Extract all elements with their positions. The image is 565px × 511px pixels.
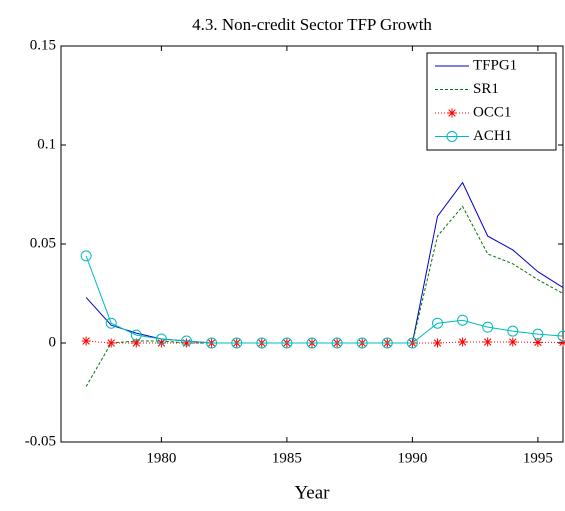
marker	[80, 250, 92, 262]
marker	[381, 337, 393, 349]
marker	[231, 337, 243, 349]
marker	[106, 338, 116, 348]
x-axis-label: Year	[294, 482, 330, 503]
marker	[130, 329, 142, 341]
marker	[433, 338, 442, 348]
legend-label: TFPG1	[473, 57, 517, 73]
marker	[156, 338, 166, 348]
x-tick-label: 1980	[146, 450, 176, 466]
marker	[181, 335, 192, 347]
marker	[557, 330, 565, 342]
chart-title: 4.3. Non-credit Sector TFP Growth	[192, 15, 432, 34]
marker	[256, 337, 268, 349]
marker	[206, 337, 218, 349]
series-line	[85, 255, 564, 344]
y-tick-label: -0.05	[25, 433, 56, 449]
marker	[81, 336, 91, 346]
marker	[306, 337, 318, 349]
marker	[458, 337, 468, 347]
legend-label: OCC1	[473, 104, 511, 120]
y-tick-label: 0.15	[30, 37, 56, 53]
marker	[446, 131, 458, 142]
marker	[105, 317, 117, 329]
marker	[508, 337, 518, 347]
marker	[182, 338, 191, 348]
marker	[131, 338, 141, 348]
marker	[482, 321, 494, 333]
marker	[432, 317, 443, 329]
legend-box	[426, 52, 557, 151]
x-tick-label: 1985	[272, 450, 302, 466]
marker	[483, 337, 493, 347]
y-tick-label: 0.1	[37, 136, 56, 152]
legend-label: SR1	[473, 81, 499, 97]
marker	[155, 333, 167, 345]
marker	[507, 325, 519, 337]
y-tick-label: 0	[49, 334, 57, 350]
series-line	[85, 205, 564, 387]
marker	[406, 337, 418, 349]
marker	[447, 108, 457, 118]
marker	[532, 328, 544, 340]
marker	[533, 337, 543, 347]
legend-label: ACH1	[473, 128, 512, 144]
marker	[281, 337, 293, 349]
marker	[457, 314, 469, 326]
y-tick-label: 0.05	[30, 235, 56, 251]
marker	[558, 337, 565, 347]
marker	[356, 337, 368, 349]
x-tick-label: 1995	[523, 450, 553, 466]
x-tick-label: 1990	[397, 450, 427, 466]
marker	[331, 337, 343, 349]
